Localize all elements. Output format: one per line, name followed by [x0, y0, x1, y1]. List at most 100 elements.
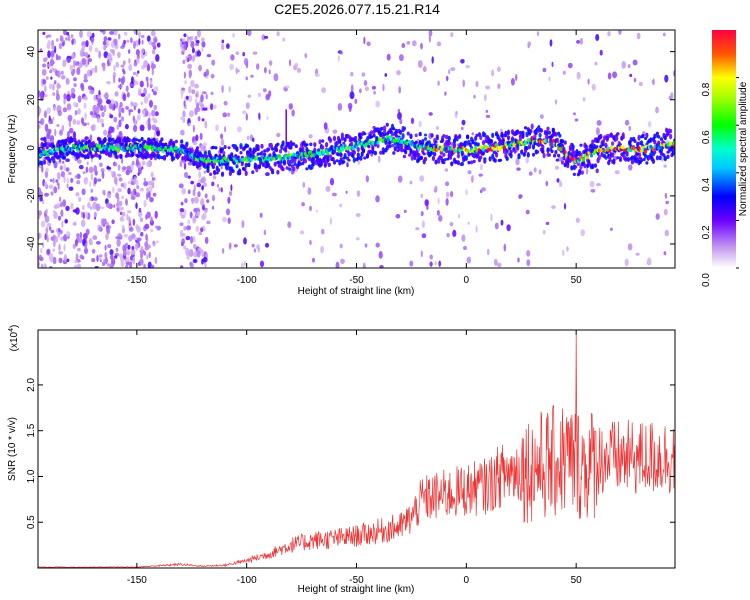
noise-blob [103, 94, 108, 98]
noise-blob [355, 213, 361, 218]
ridge-halo [555, 137, 559, 142]
noise-blob [77, 108, 81, 115]
noise-blob [259, 260, 265, 268]
noise-blob [57, 110, 62, 117]
ridge-halo [446, 139, 450, 146]
ridge-halo [499, 140, 503, 146]
ridge-halo [161, 142, 165, 147]
noise-blob [132, 218, 136, 226]
noise-blob [47, 128, 52, 134]
ridge-halo [210, 162, 214, 166]
ridge-core [318, 152, 322, 157]
noise-blob [85, 228, 90, 236]
noise-blob [465, 64, 471, 69]
noise-blob [133, 40, 136, 49]
ridge-halo [215, 171, 219, 175]
ridge-halo [321, 145, 325, 150]
noise-blob [150, 216, 153, 223]
noise-blob [126, 250, 131, 256]
noise-blob [545, 221, 550, 225]
noise-blob [60, 209, 64, 217]
ridge-halo [206, 164, 210, 171]
noise-blob [218, 187, 221, 192]
noise-blob [227, 112, 231, 117]
noise-blob [131, 76, 134, 84]
noise-blob [445, 181, 450, 187]
noise-blob [151, 177, 156, 181]
noise-blob [542, 229, 546, 235]
noise-blob [91, 258, 96, 263]
noise-blob [268, 69, 271, 75]
noise-blob [397, 175, 403, 183]
noise-blob [195, 93, 198, 98]
noise-blob [128, 111, 131, 116]
noise-blob [201, 176, 206, 184]
noise-blob [83, 73, 88, 82]
noise-blob [212, 175, 217, 180]
ridge-core [338, 149, 342, 154]
noise-blob [88, 45, 93, 52]
ridge-halo [318, 139, 322, 145]
noise-blob [75, 192, 80, 197]
noise-blob [122, 250, 127, 256]
noise-blob [591, 83, 596, 91]
noise-blob [117, 51, 121, 59]
noise-blob [100, 168, 105, 173]
ridge-halo [172, 156, 176, 161]
noise-blob [78, 62, 83, 69]
ridge-halo [468, 142, 472, 147]
noise-blob [77, 95, 82, 103]
noise-blob [50, 50, 55, 58]
ridge-halo [601, 139, 606, 144]
ridge-halo [331, 156, 335, 162]
noise-blob [143, 263, 146, 268]
noise-blob [589, 180, 595, 188]
noise-blob [461, 234, 466, 242]
noise-blob [49, 179, 53, 182]
noise-blob [79, 30, 83, 38]
noise-blob [186, 225, 192, 231]
noise-blob [377, 155, 381, 163]
noise-blob [130, 191, 135, 196]
noise-blob [117, 33, 121, 40]
noise-blob [475, 80, 479, 88]
ridge-halo [239, 143, 243, 148]
bottom-y-axis-label: SNR (10 * v/v) [7, 417, 18, 481]
noise-blob [187, 57, 190, 62]
noise-blob [94, 65, 98, 74]
ridge-halo [359, 135, 363, 140]
ridge-halo [410, 155, 414, 161]
noise-blob [525, 209, 530, 215]
ridge-halo [483, 157, 487, 161]
ridge-halo [152, 153, 156, 158]
noise-blob [108, 103, 114, 110]
noise-blob [76, 233, 80, 238]
noise-blob [314, 73, 320, 77]
noise-blob [576, 71, 581, 80]
noise-blob [45, 35, 49, 39]
ridge-halo [669, 128, 673, 134]
noise-blob [409, 180, 413, 185]
ridge-halo [640, 158, 644, 163]
ridge-core [376, 140, 380, 145]
noise-blob [556, 178, 560, 183]
x-tick-label: -100 [237, 575, 257, 586]
noise-blob [66, 94, 71, 102]
ridge-halo [633, 139, 637, 144]
noise-blob [486, 248, 490, 256]
ridge-halo [91, 140, 95, 146]
noise-blob [359, 88, 362, 94]
x-tick-label: -150 [127, 575, 147, 586]
ridge-halo [108, 152, 113, 158]
noise-blob [580, 229, 585, 237]
noise-blob [130, 249, 136, 255]
colorbar-tick-label: 0.0 [701, 273, 712, 287]
noise-blob [398, 86, 402, 94]
noise-blob [86, 31, 92, 38]
ridge-halo [431, 155, 435, 161]
noise-blob [153, 104, 158, 111]
noise-blob [55, 179, 59, 183]
noise-blob [59, 196, 62, 202]
noise-blob [95, 203, 101, 212]
ridge-halo [400, 147, 404, 153]
